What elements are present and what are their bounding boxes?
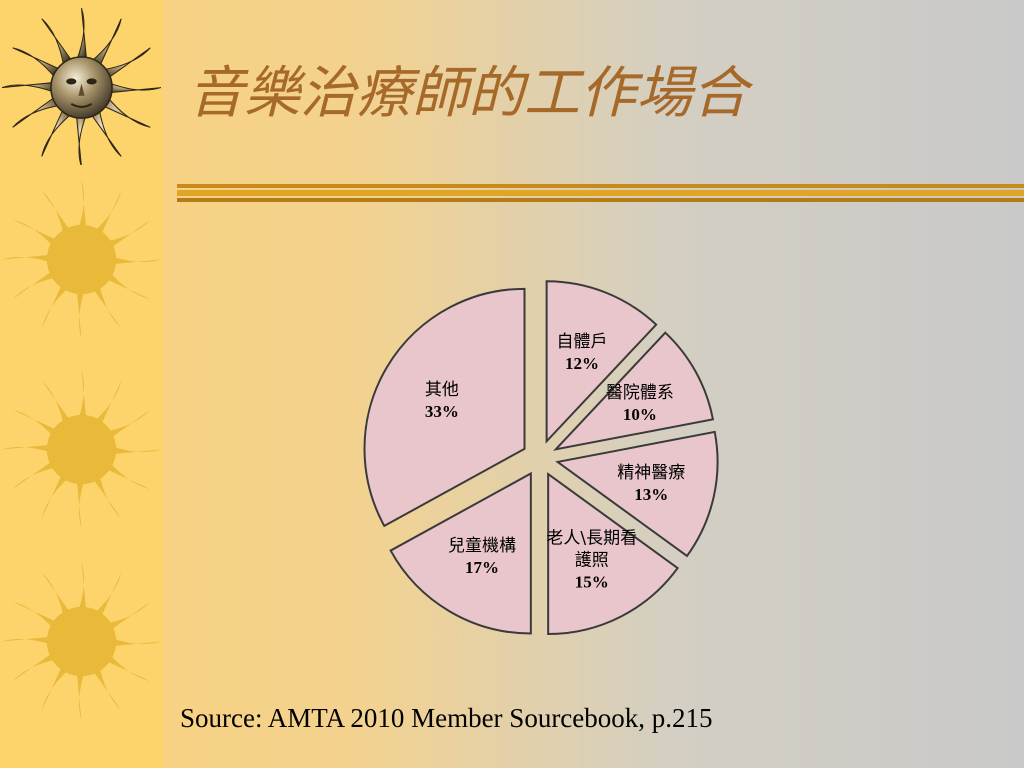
- pie-slice: [555, 430, 719, 558]
- slide-title: 音樂治療師的工作場合: [188, 61, 748, 126]
- sun-icon: [2, 370, 161, 529]
- source-note: Source: AMTA 2010 Member Sourcebook, p.2…: [180, 703, 713, 733]
- slice-value-label: 13%: [634, 485, 668, 504]
- slice-label: 自體戶: [556, 332, 607, 352]
- slice-value-label: 10%: [623, 405, 657, 424]
- pie-slice: [545, 280, 658, 444]
- pie-slice: [547, 472, 680, 636]
- slice-value-label: 12%: [565, 354, 599, 373]
- pie-slice: [552, 331, 715, 451]
- pie-slice: [363, 287, 526, 528]
- slice-label: 精神醫療: [617, 463, 685, 483]
- slice-value-label: 17%: [465, 558, 499, 577]
- sun-icon: [2, 562, 161, 721]
- slice-value-label: 15%: [575, 573, 609, 592]
- slice-value-label: 33%: [425, 402, 459, 421]
- pie-slice: [389, 471, 532, 635]
- sun-icon: [2, 180, 161, 339]
- slice-label: 護照: [575, 551, 609, 571]
- title-rule: [177, 184, 1024, 202]
- slice-label: 老人\長期看: [546, 529, 637, 549]
- metallic-sun-icon: [1, 7, 162, 165]
- slice-label: 其他: [425, 380, 459, 400]
- slice-label: 醫院體系: [606, 383, 674, 403]
- slice-label: 兒童機構: [448, 536, 516, 556]
